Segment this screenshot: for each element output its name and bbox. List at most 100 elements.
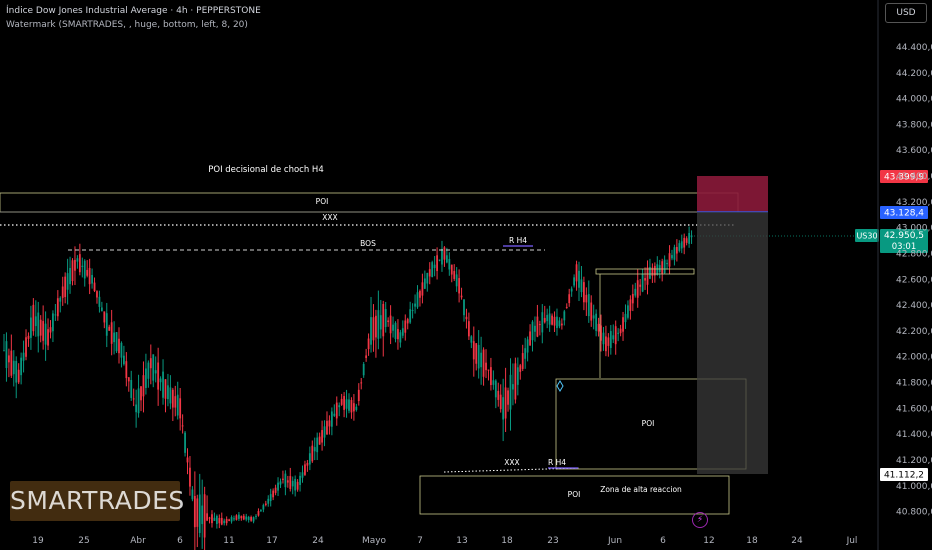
- candle-body: [164, 379, 167, 399]
- candle-body: [103, 311, 106, 323]
- candle-body: [201, 505, 204, 525]
- candle-body: [91, 275, 93, 284]
- candle-body: [47, 329, 49, 346]
- candle-body: [470, 336, 473, 343]
- candle-body: [191, 489, 194, 500]
- candle-body: [284, 473, 287, 488]
- candle-body: [225, 519, 228, 524]
- candle-body: [98, 296, 101, 307]
- candle-body: [198, 494, 201, 533]
- candle-body: [624, 313, 627, 323]
- time-tick-label: 24: [791, 536, 803, 546]
- candle-body: [401, 328, 404, 336]
- candle-body: [42, 321, 45, 341]
- candle-body: [536, 316, 539, 337]
- poi-label-middle: POI: [642, 419, 655, 428]
- candle-body: [213, 517, 216, 521]
- candle-body: [656, 264, 659, 275]
- candle-body: [39, 319, 42, 336]
- candle-body: [475, 343, 478, 364]
- price-tick-label: 42.400,0: [896, 301, 932, 311]
- time-tick-label: 19: [32, 536, 44, 546]
- candle-body: [582, 282, 585, 303]
- candle-body: [636, 280, 639, 298]
- candle-body: [436, 255, 438, 272]
- price-tick-label: 42.000,0: [896, 353, 932, 363]
- price-tick-label: 44.200,0: [896, 69, 932, 79]
- candle-body: [546, 314, 549, 322]
- r-h4-label-lower: R H4: [548, 458, 566, 467]
- candle-body: [433, 264, 436, 269]
- smartrades-watermark: SMARTRADES: [10, 481, 184, 521]
- candle-body: [460, 295, 463, 298]
- candle-body: [255, 515, 257, 517]
- candle-body: [663, 259, 666, 274]
- time-tick-label: Jul: [846, 536, 858, 546]
- price-tick-label: 44.000,0: [896, 95, 932, 105]
- candle-body: [208, 517, 211, 519]
- price-label-current: [880, 229, 928, 253]
- price-tick-label: 43.200,0: [896, 198, 932, 208]
- xxx-label-upper: XXX: [322, 213, 337, 222]
- time-tick-label: 17: [266, 536, 277, 546]
- candle-body: [343, 396, 346, 410]
- time-tick-label: 13: [456, 536, 467, 546]
- candle-body: [171, 389, 174, 408]
- position-target-zone: [697, 176, 768, 212]
- candle-body: [666, 263, 668, 265]
- symbol-tag-text: US30: [856, 232, 877, 241]
- candle-body: [671, 255, 673, 259]
- candle-body: [355, 406, 358, 410]
- candle-body: [272, 490, 275, 498]
- candle-body: [318, 436, 321, 445]
- candle-body: [629, 299, 632, 311]
- candle-body: [392, 324, 394, 331]
- candle-body: [414, 303, 416, 307]
- candle-body: [560, 323, 563, 326]
- candles-layer: [3, 226, 693, 550]
- candle-body: [563, 311, 566, 321]
- candle-body: [406, 319, 409, 324]
- price-tick-label: 41.000,0: [896, 482, 932, 492]
- candle-body: [100, 307, 103, 312]
- time-tick-label: 7: [417, 536, 423, 546]
- candle-body: [162, 371, 164, 398]
- candle-body: [595, 313, 598, 331]
- candle-body: [360, 382, 363, 384]
- watermark-settings-legend[interactable]: Watermark (SMARTRADES, , huge, bottom, l…: [6, 20, 248, 30]
- candle-body: [304, 464, 306, 475]
- currency-button[interactable]: USD: [885, 3, 927, 23]
- candle-body: [394, 322, 397, 339]
- time-tick-label: 6: [177, 536, 183, 546]
- candle-body: [580, 279, 583, 293]
- candle-body: [56, 298, 59, 317]
- candle-body: [524, 348, 527, 359]
- price-tick-label: 41.400,0: [896, 430, 932, 440]
- candle-body: [521, 353, 524, 369]
- poi-label-lower: POI: [568, 490, 581, 499]
- candle-body: [74, 259, 76, 271]
- candle-body: [110, 322, 113, 344]
- candle-body: [573, 277, 576, 286]
- lightning-icon[interactable]: ⚡: [692, 512, 708, 528]
- candle-body: [614, 326, 617, 345]
- candle-body: [605, 336, 607, 352]
- candle-body: [282, 478, 284, 480]
- candle-body: [264, 503, 267, 505]
- candle-body: [504, 387, 507, 419]
- candle-body: [494, 380, 497, 398]
- price-axis: 44.400,0 44.200,0 44.000,0 43.800,0 43.600,0…: [877, 0, 932, 550]
- candle-body: [206, 513, 208, 521]
- candle-body: [135, 404, 138, 413]
- candle-body: [240, 516, 243, 519]
- candle-body: [568, 294, 571, 304]
- r-h4-label-upper: R H4: [509, 236, 527, 245]
- price-label-target-text: 43.399,9: [884, 173, 924, 183]
- candle-body: [120, 342, 123, 358]
- candle-body: [44, 323, 47, 345]
- candle-body: [607, 337, 610, 346]
- candle-body: [602, 332, 605, 345]
- candle-body: [375, 315, 377, 338]
- candle-body: [289, 476, 292, 490]
